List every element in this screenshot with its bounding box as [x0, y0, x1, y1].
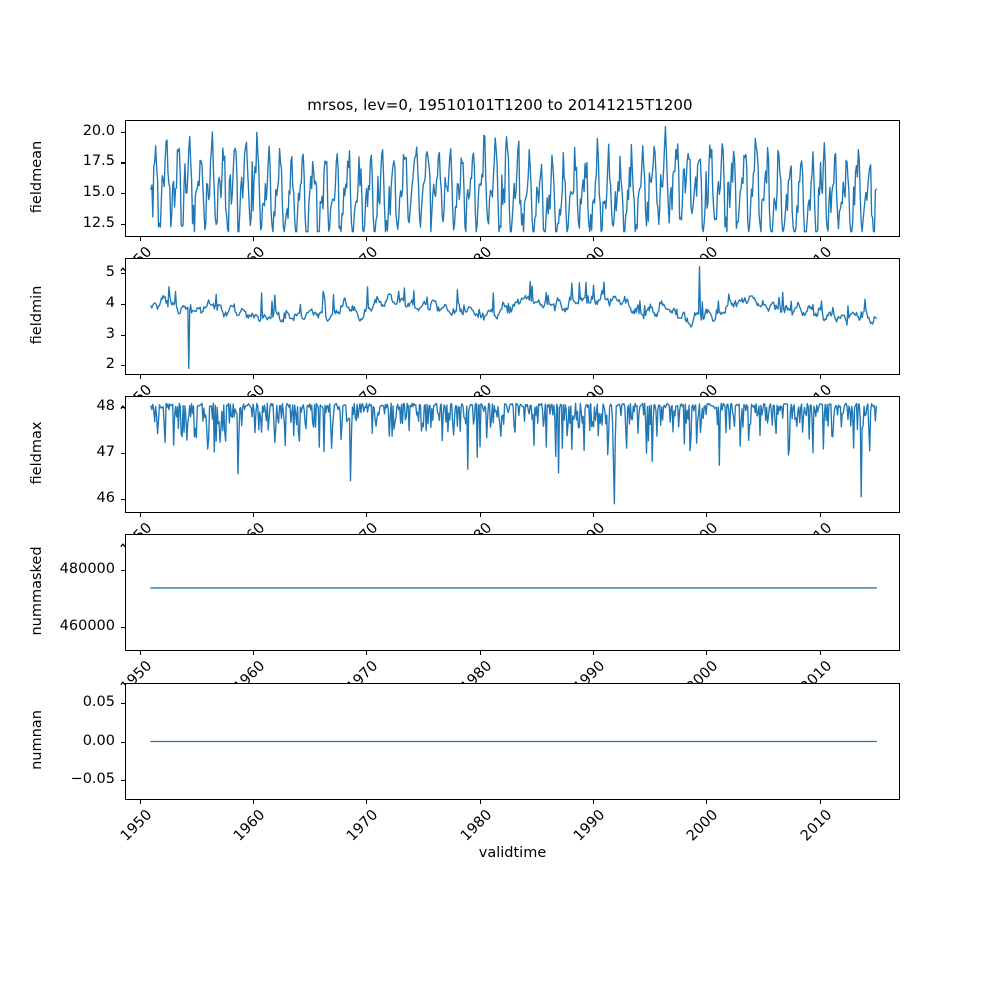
- x-tick-mark: [592, 375, 595, 380]
- y-tick-label: 48: [96, 398, 115, 415]
- x-tick-mark: [479, 513, 481, 518]
- y-tick-label: 12.5: [82, 215, 115, 232]
- x-tick-mark: [139, 375, 141, 380]
- x-tick-mark: [139, 513, 141, 518]
- x-tick-mark: [706, 237, 708, 242]
- x-tick-mark: [819, 375, 821, 380]
- x-tick-mark: [592, 513, 595, 518]
- y-tick-mark: [120, 741, 125, 743]
- x-tick-mark: [479, 651, 481, 656]
- x-tick-mark: [706, 375, 708, 380]
- x-tick-mark: [479, 237, 481, 242]
- x-tick-mark: [366, 800, 368, 805]
- plot-panel-fieldmean[interactable]: [125, 120, 900, 237]
- y-tick-label: 0.05: [82, 694, 115, 711]
- y-tick-mark: [120, 779, 125, 781]
- y-tick-label: 15.0: [82, 184, 115, 201]
- x-tick-mark: [819, 237, 821, 242]
- y-tick-mark: [120, 569, 125, 571]
- x-tick-mark: [366, 375, 368, 380]
- y-tick-mark: [120, 407, 125, 409]
- y-tick-label: 0.00: [82, 732, 115, 749]
- plot-area-fieldmin: [126, 259, 899, 374]
- x-tick-mark: [139, 237, 141, 242]
- x-tick-mark: [139, 800, 141, 805]
- y-tick-mark: [120, 453, 125, 455]
- figure-title: mrsos, lev=0, 19510101T1200 to 20141215T…: [307, 96, 693, 114]
- data-line-fieldmin: [151, 267, 876, 369]
- y-axis-label-nummasked: nummasked: [29, 545, 45, 636]
- x-tick-mark: [252, 800, 255, 805]
- y-tick-mark: [120, 162, 125, 164]
- y-axis-label-numnan: numnan: [29, 709, 45, 770]
- plot-area-fieldmean: [126, 121, 899, 236]
- x-tick-mark: [592, 800, 595, 805]
- x-tick-mark: [252, 651, 255, 656]
- plot-panel-numnan[interactable]: [125, 683, 900, 800]
- data-line-fieldmean: [151, 127, 876, 232]
- y-tick-mark: [120, 499, 125, 501]
- y-tick-label: −0.05: [70, 770, 115, 787]
- x-tick-mark: [479, 800, 481, 805]
- plot-area-fieldmax: [126, 397, 899, 512]
- x-tick-mark: [366, 513, 368, 518]
- x-tick-mark: [819, 651, 821, 656]
- y-tick-label: 3: [105, 325, 115, 342]
- y-tick-mark: [120, 224, 125, 226]
- x-tick-mark: [479, 375, 481, 380]
- y-tick-label: 17.5: [82, 153, 115, 170]
- y-tick-label: 46: [96, 490, 115, 507]
- y-tick-mark: [120, 703, 125, 705]
- y-tick-label: 2: [105, 356, 115, 373]
- y-tick-mark: [120, 131, 125, 133]
- y-tick-label: 20.0: [82, 122, 115, 139]
- plot-area-nummasked: [126, 535, 899, 650]
- y-tick-mark: [120, 193, 125, 195]
- plot-panel-fieldmin[interactable]: [125, 258, 900, 375]
- x-tick-mark: [252, 513, 255, 518]
- x-axis-label: validtime: [478, 845, 547, 861]
- x-tick-mark: [366, 237, 368, 242]
- y-tick-mark: [120, 627, 125, 629]
- data-line-fieldmax: [151, 403, 876, 503]
- y-tick-mark: [120, 303, 125, 305]
- x-tick-mark: [706, 513, 708, 518]
- x-tick-mark: [706, 651, 708, 656]
- x-tick-mark: [706, 800, 708, 805]
- x-tick-mark: [819, 800, 821, 805]
- y-tick-mark: [120, 272, 125, 274]
- x-tick-mark: [592, 651, 595, 656]
- plot-panel-nummasked[interactable]: [125, 534, 900, 651]
- y-tick-mark: [120, 334, 125, 336]
- y-tick-label: 47: [96, 444, 115, 461]
- y-tick-mark: [120, 365, 125, 367]
- x-tick-mark: [252, 237, 255, 242]
- x-tick-mark: [592, 237, 595, 242]
- y-tick-label: 4: [105, 294, 115, 311]
- y-tick-label: 5: [105, 263, 115, 280]
- x-tick-mark: [366, 651, 368, 656]
- x-tick-mark: [252, 375, 255, 380]
- x-tick-mark: [819, 513, 821, 518]
- y-tick-label: 480000: [59, 560, 115, 577]
- x-tick-mark: [139, 651, 141, 656]
- y-tick-label: 460000: [59, 618, 115, 634]
- plot-area-numnan: [126, 684, 899, 799]
- plot-panel-fieldmax[interactable]: [125, 396, 900, 513]
